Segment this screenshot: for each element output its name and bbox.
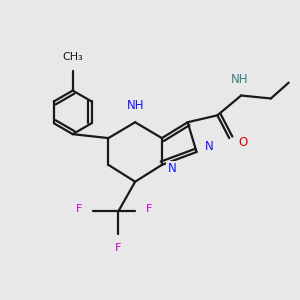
- Text: CH₃: CH₃: [62, 52, 83, 62]
- Text: F: F: [76, 204, 82, 214]
- Text: N: N: [167, 162, 176, 175]
- Text: N: N: [205, 140, 214, 152]
- Text: O: O: [238, 136, 248, 148]
- Text: NH: NH: [126, 99, 144, 112]
- Text: F: F: [115, 243, 122, 253]
- Text: NH: NH: [230, 73, 248, 86]
- Text: F: F: [146, 204, 152, 214]
